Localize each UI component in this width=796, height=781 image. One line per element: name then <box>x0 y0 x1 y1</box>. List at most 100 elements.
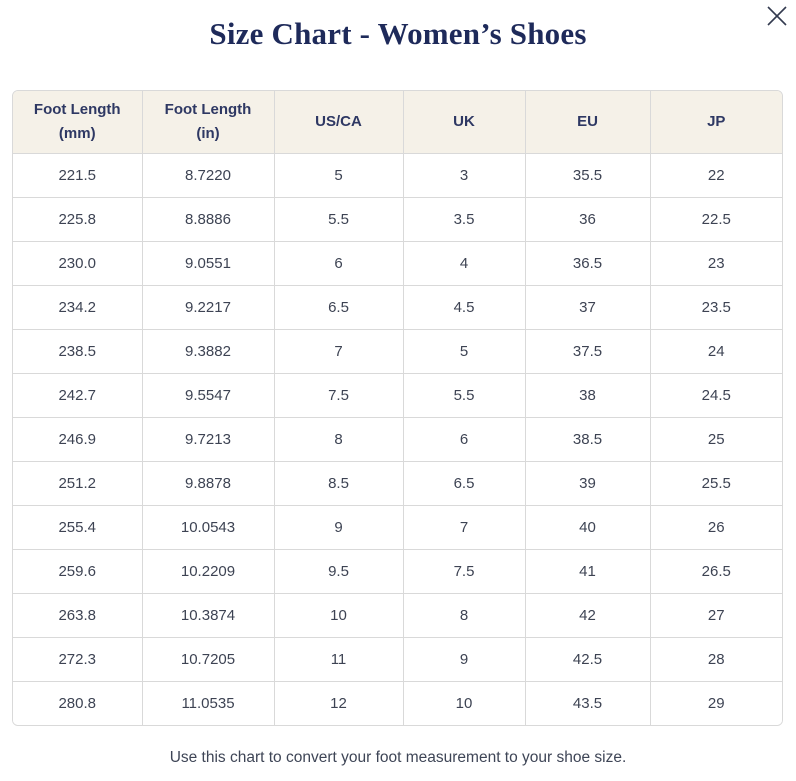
table-cell: 9 <box>273 504 403 549</box>
table-cell: 8 <box>273 416 403 461</box>
page-title: Size Chart - Women’s Shoes <box>209 16 587 51</box>
table-cell: 263.8 <box>13 592 142 637</box>
table-cell: 3 <box>402 152 525 197</box>
table-cell: 35.5 <box>524 152 650 197</box>
table-cell: 242.7 <box>13 372 142 417</box>
col-header-uk: UK <box>402 91 525 153</box>
table-cell: 221.5 <box>13 152 142 197</box>
table-cell: 29 <box>649 680 782 725</box>
table-cell: 39 <box>524 460 650 505</box>
table-row: 272.3 10.7205 11 9 42.5 28 <box>13 636 782 681</box>
col-header-foot-length-in: Foot Length (in) <box>141 91 274 153</box>
table-cell: 280.8 <box>13 680 142 725</box>
table-row: 263.8 10.3874 10 8 42 27 <box>13 592 782 637</box>
table-cell: 41 <box>524 548 650 593</box>
table-cell: 11.0535 <box>141 680 274 725</box>
table-cell: 9.3882 <box>141 328 274 373</box>
table-cell: 230.0 <box>13 240 142 285</box>
table-cell: 259.6 <box>13 548 142 593</box>
footer-note: Use this chart to convert your foot meas… <box>169 749 627 766</box>
table-cell: 8.8886 <box>141 196 274 241</box>
table-cell: 8.7220 <box>141 152 274 197</box>
table-cell: 27 <box>649 592 782 637</box>
table-cell: 7.5 <box>402 548 525 593</box>
col-header-jp: JP <box>649 91 782 153</box>
table-cell: 23 <box>649 240 782 285</box>
table-cell: 26 <box>649 504 782 549</box>
table-cell: 9.5 <box>273 548 403 593</box>
table-cell: 40 <box>524 504 650 549</box>
table-cell: 251.2 <box>13 460 142 505</box>
table-cell: 9.7213 <box>141 416 274 461</box>
table-cell: 10 <box>402 680 525 725</box>
table-cell: 8.5 <box>273 460 403 505</box>
table-header-row: Foot Length (mm) Foot Length (in) US/CA … <box>13 91 782 153</box>
col-header-us-ca: US/CA <box>273 91 403 153</box>
table-cell: 255.4 <box>13 504 142 549</box>
table-cell: 246.9 <box>13 416 142 461</box>
table-cell: 11 <box>273 636 403 681</box>
table-row: 246.9 9.7213 8 6 38.5 25 <box>13 416 782 461</box>
table-cell: 38 <box>524 372 650 417</box>
table-cell: 36.5 <box>524 240 650 285</box>
table-row: 238.5 9.3882 7 5 37.5 24 <box>13 328 782 373</box>
table-cell: 6.5 <box>273 284 403 329</box>
table-row: 251.2 9.8878 8.5 6.5 39 25.5 <box>13 460 782 505</box>
table-cell: 7 <box>402 504 525 549</box>
table-cell: 238.5 <box>13 328 142 373</box>
table-cell: 22.5 <box>649 196 782 241</box>
table-cell: 5.5 <box>273 196 403 241</box>
table-cell: 4 <box>402 240 525 285</box>
table-cell: 8 <box>402 592 525 637</box>
table-cell: 10.3874 <box>141 592 274 637</box>
table-row: 221.5 8.7220 5 3 35.5 22 <box>13 152 782 197</box>
table-cell: 22 <box>649 152 782 197</box>
table-cell: 10.2209 <box>141 548 274 593</box>
table-row: 234.2 9.2217 6.5 4.5 37 23.5 <box>13 284 782 329</box>
table-cell: 9.5547 <box>141 372 274 417</box>
table-cell: 9.0551 <box>141 240 274 285</box>
table-cell: 10 <box>273 592 403 637</box>
table-cell: 24 <box>649 328 782 373</box>
table-cell: 9 <box>402 636 525 681</box>
table-cell: 24.5 <box>649 372 782 417</box>
table-cell: 42 <box>524 592 650 637</box>
table-cell: 23.5 <box>649 284 782 329</box>
table-cell: 43.5 <box>524 680 650 725</box>
table-cell: 7 <box>273 328 403 373</box>
table-cell: 225.8 <box>13 196 142 241</box>
table-row: 225.8 8.8886 5.5 3.5 36 22.5 <box>13 196 782 241</box>
table-cell: 38.5 <box>524 416 650 461</box>
table-cell: 10.0543 <box>141 504 274 549</box>
close-button[interactable] <box>762 1 792 31</box>
table-cell: 7.5 <box>273 372 403 417</box>
table-cell: 6 <box>273 240 403 285</box>
table-cell: 26.5 <box>649 548 782 593</box>
table-cell: 10.7205 <box>141 636 274 681</box>
table-cell: 37 <box>524 284 650 329</box>
table-cell: 36 <box>524 196 650 241</box>
table-row: 255.4 10.0543 9 7 40 26 <box>13 504 782 549</box>
table-cell: 37.5 <box>524 328 650 373</box>
col-header-foot-length-mm: Foot Length (mm) <box>13 91 142 153</box>
table-cell: 6 <box>402 416 525 461</box>
table-cell: 3.5 <box>402 196 525 241</box>
table-row: 230.0 9.0551 6 4 36.5 23 <box>13 240 782 285</box>
table-cell: 5.5 <box>402 372 525 417</box>
col-header-eu: EU <box>524 91 650 153</box>
table-row: 259.6 10.2209 9.5 7.5 41 26.5 <box>13 548 782 593</box>
table-cell: 272.3 <box>13 636 142 681</box>
table-cell: 25.5 <box>649 460 782 505</box>
table-cell: 5 <box>273 152 403 197</box>
size-chart-table: Foot Length (mm) Foot Length (in) US/CA … <box>12 90 783 726</box>
table-cell: 5 <box>402 328 525 373</box>
table-row: 280.8 11.0535 12 10 43.5 29 <box>13 680 782 725</box>
table-cell: 28 <box>649 636 782 681</box>
table-cell: 234.2 <box>13 284 142 329</box>
table-cell: 42.5 <box>524 636 650 681</box>
table-cell: 6.5 <box>402 460 525 505</box>
table-cell: 12 <box>273 680 403 725</box>
table-cell: 4.5 <box>402 284 525 329</box>
close-icon <box>767 6 787 26</box>
